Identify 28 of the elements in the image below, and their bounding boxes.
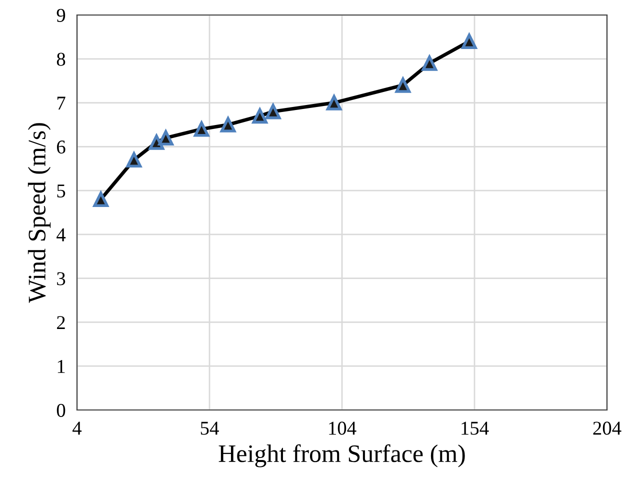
- y-tick-label: 9: [56, 8, 66, 22]
- point: [220, 117, 236, 132]
- x-tick-label: 154: [462, 422, 489, 435]
- y-tick-label: 4: [56, 228, 66, 242]
- y-tick-label: 1: [58, 360, 65, 373]
- y-tick-label: 5: [57, 184, 66, 198]
- x-axis-title: Height from Surface (m): [218, 444, 465, 468]
- point: [93, 192, 108, 207]
- point: [326, 95, 342, 110]
- y-tick-label: 2: [57, 316, 65, 329]
- point: [194, 121, 210, 137]
- y-tick-label: 6: [57, 140, 66, 154]
- x-tick-label: 4: [72, 422, 82, 435]
- point: [395, 78, 411, 93]
- point: [252, 108, 268, 124]
- y-tick-label: 7: [57, 96, 66, 110]
- point: [265, 104, 281, 120]
- y-tick-label: 3: [57, 272, 66, 286]
- point: [422, 56, 438, 71]
- x-tick-label: 204: [593, 422, 622, 435]
- x-tick-label: 54: [200, 422, 219, 435]
- y-tick-label: 0: [56, 404, 66, 417]
- point: [126, 152, 142, 168]
- x-tick-label: 104: [329, 422, 356, 435]
- y-axis-title: Wind Speed (m/s): [28, 123, 51, 303]
- point: [158, 130, 174, 146]
- point: [462, 34, 477, 49]
- y-tick-label: 8: [56, 52, 66, 66]
